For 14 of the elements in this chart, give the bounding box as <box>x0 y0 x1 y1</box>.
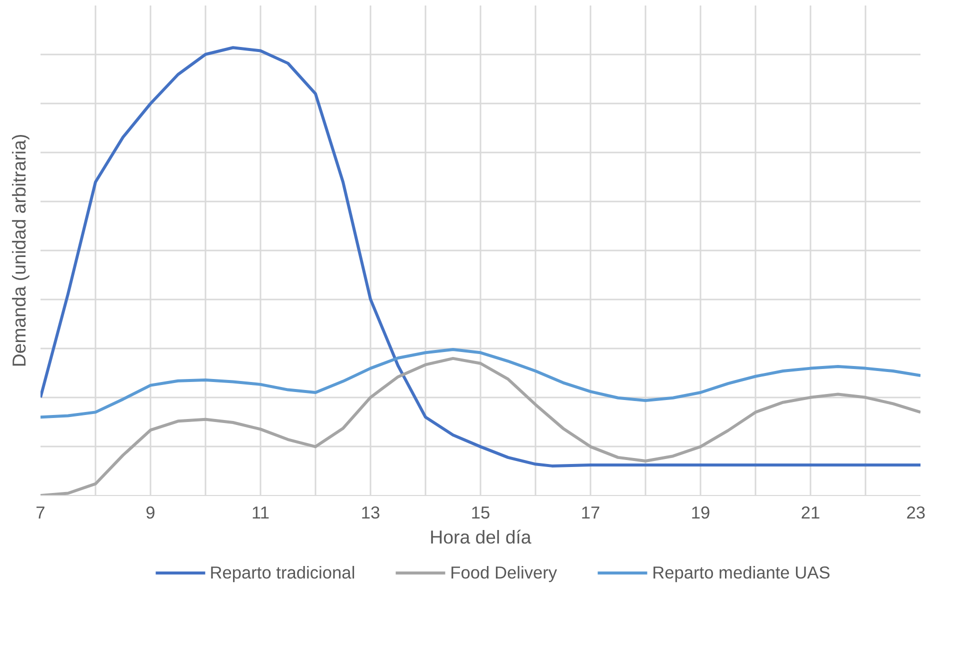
x-tick-label: 7 <box>36 502 46 522</box>
x-axis-title: Hora del día <box>430 526 532 548</box>
x-tick-label: 17 <box>580 502 600 522</box>
x-tick-label: 9 <box>146 502 156 522</box>
legend-label: Reparto mediante UAS <box>652 562 830 583</box>
x-tick-label: 19 <box>690 502 710 522</box>
x-tick-label: 23 <box>906 502 926 522</box>
legend-label: Reparto tradicional <box>210 562 356 583</box>
x-tick-label: 15 <box>470 502 490 522</box>
x-tick-label: 21 <box>800 502 820 522</box>
x-tick-label: 11 <box>252 502 270 522</box>
x-tick-label: 13 <box>360 502 380 522</box>
y-axis-title: Demanda (unidad arbitraria) <box>8 134 30 368</box>
legend-label: Food Delivery <box>450 562 558 583</box>
